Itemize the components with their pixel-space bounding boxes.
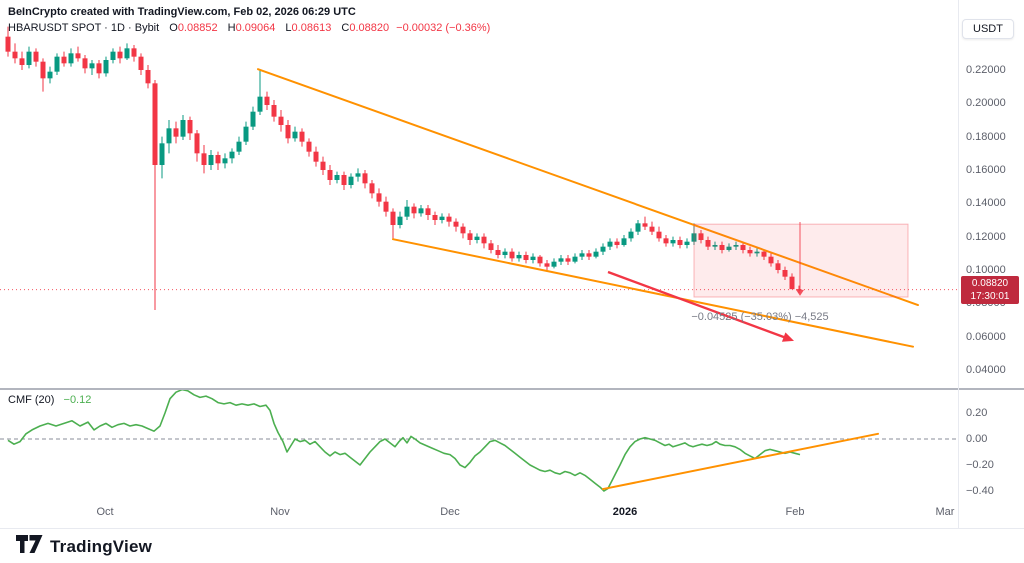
chart-credit: BeInCrypto created with TradingView.com,… xyxy=(8,6,356,18)
symbol-title[interactable]: HBARUSDT SPOT · 1D · Bybit xyxy=(8,22,160,34)
time-axis-border xyxy=(0,528,1024,529)
time-axis-label: Oct xyxy=(96,506,114,518)
time-axis-label: Nov xyxy=(270,506,290,518)
indicator-name: CMF (20) xyxy=(8,394,55,406)
time-axis-label: Mar xyxy=(935,506,955,518)
price-tick-label: 0.14000 xyxy=(966,197,1006,210)
last-price-label: 0.08820 17:30:01 xyxy=(961,275,1019,304)
time-axis-label: Feb xyxy=(785,506,805,518)
price-tick-label: 0.16000 xyxy=(966,164,1006,176)
symbol-legend: HBARUSDT SPOT · 1D · Bybit O0.08852 H0.0… xyxy=(8,22,490,34)
time-axis-label: Dec xyxy=(440,506,460,518)
price-tick-label: 0.04000 xyxy=(966,364,1006,376)
indicator-tick-label: −0.20 xyxy=(966,459,994,471)
ohlc-high-label: H xyxy=(227,22,236,34)
price-range-measure-text: −0.04525 (−35.03%) −4,525 xyxy=(691,311,829,323)
ohlc-open-label: O xyxy=(169,22,178,34)
tradingview-logo[interactable]: TradingView xyxy=(16,534,152,559)
ohlc-low-label: L xyxy=(285,22,292,34)
price-tick-label: 0.20000 xyxy=(966,97,1006,110)
price-tick-label: 0.18000 xyxy=(966,130,1006,143)
price-tick-label: 0.10000 xyxy=(966,264,1006,276)
change-value: −0.00032 (−0.36%) xyxy=(396,22,491,34)
ohlc-low-value: 0.08613 xyxy=(291,22,332,34)
tradingview-logo-icon xyxy=(16,534,43,559)
price-tick-label: 0.22000 xyxy=(966,64,1006,76)
bar-countdown: 17:30:01 xyxy=(970,290,1010,302)
indicator-tick-label: 0.00 xyxy=(966,433,988,445)
ohlc-close-value: 0.08820 xyxy=(349,22,390,34)
indicator-tick-label: 0.20 xyxy=(966,407,988,419)
last-price-value: 0.08820 xyxy=(971,277,1009,289)
price-tick-label: 0.12000 xyxy=(966,230,1006,243)
currency-toggle-button[interactable]: USDT xyxy=(962,19,1014,39)
indicator-tick-label: −0.40 xyxy=(966,485,994,497)
ohlc-high-value: 0.09064 xyxy=(235,22,276,34)
ohlc-close-label: C xyxy=(341,22,350,34)
price-tick-label: 0.06000 xyxy=(966,330,1006,343)
ohlc-open-value: 0.08852 xyxy=(177,22,218,34)
pane-divider[interactable] xyxy=(0,388,1024,390)
tradingview-logo-text: TradingView xyxy=(50,536,153,556)
time-axis-label: 2026 xyxy=(612,506,638,518)
indicator-legend[interactable]: CMF (20) −0.12 xyxy=(8,394,91,406)
price-axis-border xyxy=(958,0,959,528)
indicator-value: −0.12 xyxy=(63,394,92,406)
